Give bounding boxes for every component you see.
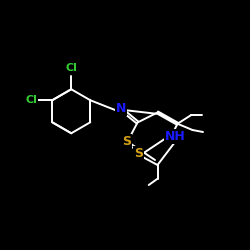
Text: S: S (122, 135, 131, 148)
Text: NH: NH (164, 130, 186, 143)
Text: S: S (134, 147, 143, 160)
Text: Cl: Cl (25, 95, 37, 105)
Text: Cl: Cl (66, 63, 78, 73)
Text: N: N (116, 102, 126, 115)
